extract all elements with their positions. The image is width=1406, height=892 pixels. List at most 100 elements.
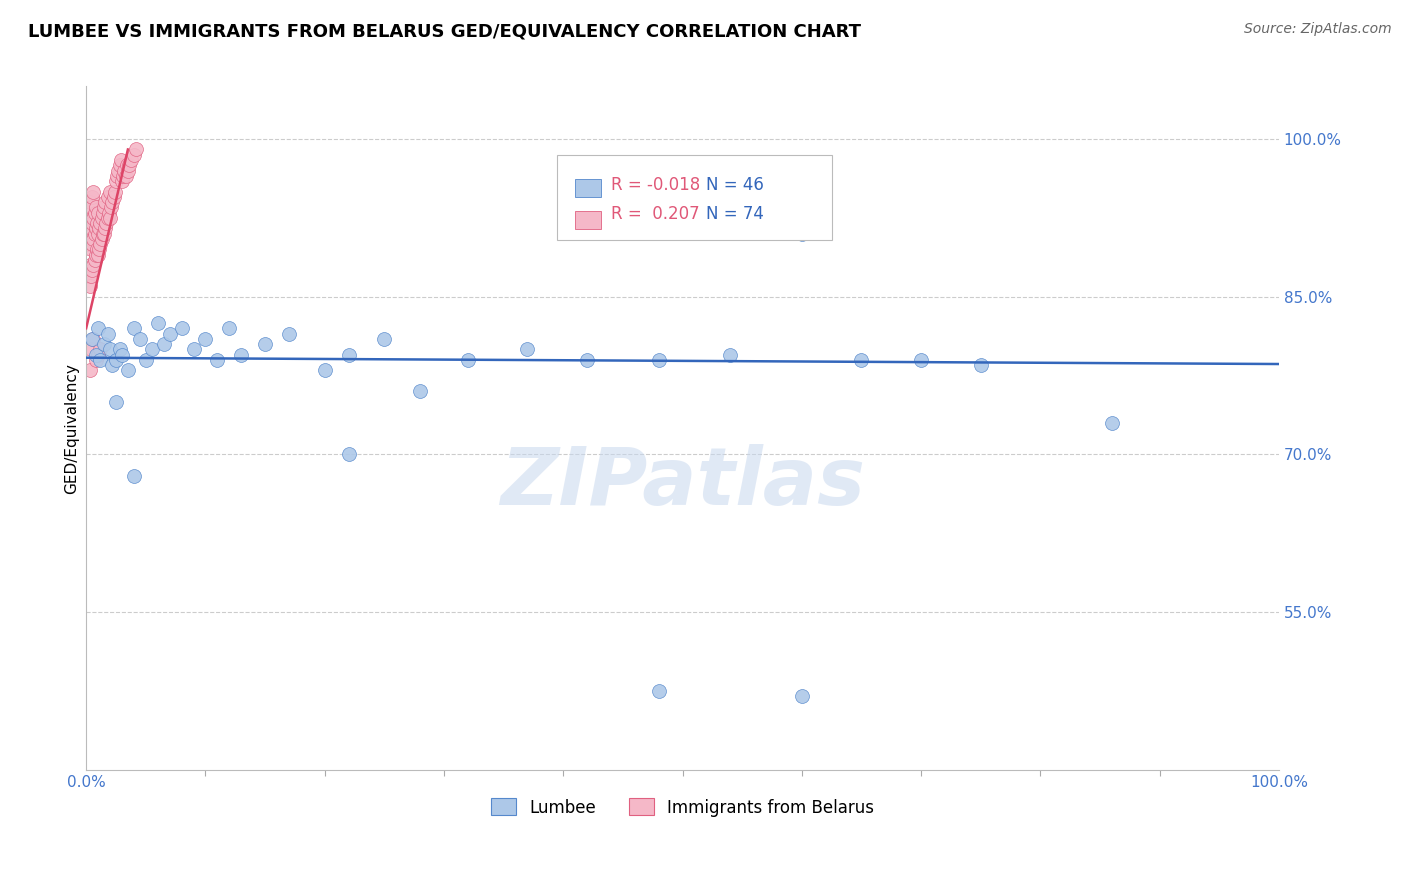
Point [97,211,120,225]
Point [152,337,174,351]
Text: R =  0.207: R = 0.207 [612,205,700,223]
Point [87,321,110,335]
Point [82,263,104,277]
Point [87,347,110,361]
Point [194,332,217,346]
Point [104,395,127,409]
Point [93,227,115,241]
Point [89,221,111,235]
Point [135,352,157,367]
Point [87,205,110,219]
Point [89,352,111,367]
Point [82,211,104,225]
Point [79,211,101,225]
Point [97,326,120,341]
Point [86,216,108,230]
Point [94,221,117,235]
Point [87,227,110,241]
Point [851,352,873,367]
Point [1101,416,1123,430]
Point [647,352,669,367]
Point [115,158,138,172]
Legend: Lumbee, Immigrants from Belarus: Lumbee, Immigrants from Belarus [484,792,882,823]
Point [91,227,114,241]
Point [790,227,813,241]
Point [89,216,111,230]
Point [98,343,121,357]
Point [100,200,122,214]
Point [121,153,143,167]
Point [80,268,103,283]
Point [79,258,101,272]
Point [97,190,120,204]
Point [96,216,118,230]
Point [93,200,115,214]
Point [104,352,127,367]
Point [337,347,360,361]
Text: R = -0.018: R = -0.018 [612,177,700,194]
Point [112,163,135,178]
Point [84,200,107,214]
Point [97,205,120,219]
Point [80,221,103,235]
Point [112,169,135,183]
Point [82,216,104,230]
Point [77,216,100,230]
Point [337,447,360,461]
Point [122,321,145,335]
Point [170,321,193,335]
Point [86,243,108,257]
Point [79,363,101,377]
Point [718,347,741,361]
Text: Source: ZipAtlas.com: Source: ZipAtlas.com [1244,22,1392,37]
Point [207,352,229,367]
Point [647,684,669,698]
Point [970,358,993,372]
Text: N = 46: N = 46 [706,177,765,194]
Point [314,363,336,377]
Point [159,326,181,341]
Point [107,163,129,178]
Point [84,347,107,361]
Point [110,153,132,167]
Point [83,252,105,267]
Point [80,200,103,214]
Point [80,243,103,257]
Point [79,279,101,293]
Point [89,237,111,252]
FancyBboxPatch shape [575,179,602,197]
Point [90,211,112,225]
Point [82,332,104,346]
Point [125,143,148,157]
Point [183,343,205,357]
Point [82,237,104,252]
Point [94,195,117,210]
Point [84,247,107,261]
Point [516,343,538,357]
Point [373,332,395,346]
Text: ZIPatlas: ZIPatlas [501,444,865,522]
Point [103,190,125,204]
Point [128,332,150,346]
Point [111,347,134,361]
Point [83,227,105,241]
Point [105,169,128,183]
Point [117,363,139,377]
Point [114,169,136,183]
Point [277,326,299,341]
Point [101,195,124,210]
Point [576,352,599,367]
Point [82,258,104,272]
Point [790,690,813,704]
Point [82,190,104,204]
Point [77,268,100,283]
Y-axis label: GED/Equivalency: GED/Equivalency [65,363,79,493]
Point [77,237,100,252]
Point [117,163,139,178]
Point [98,185,121,199]
Point [146,316,169,330]
Point [89,243,111,257]
Point [82,185,104,199]
Point [98,211,121,225]
Point [409,384,432,399]
